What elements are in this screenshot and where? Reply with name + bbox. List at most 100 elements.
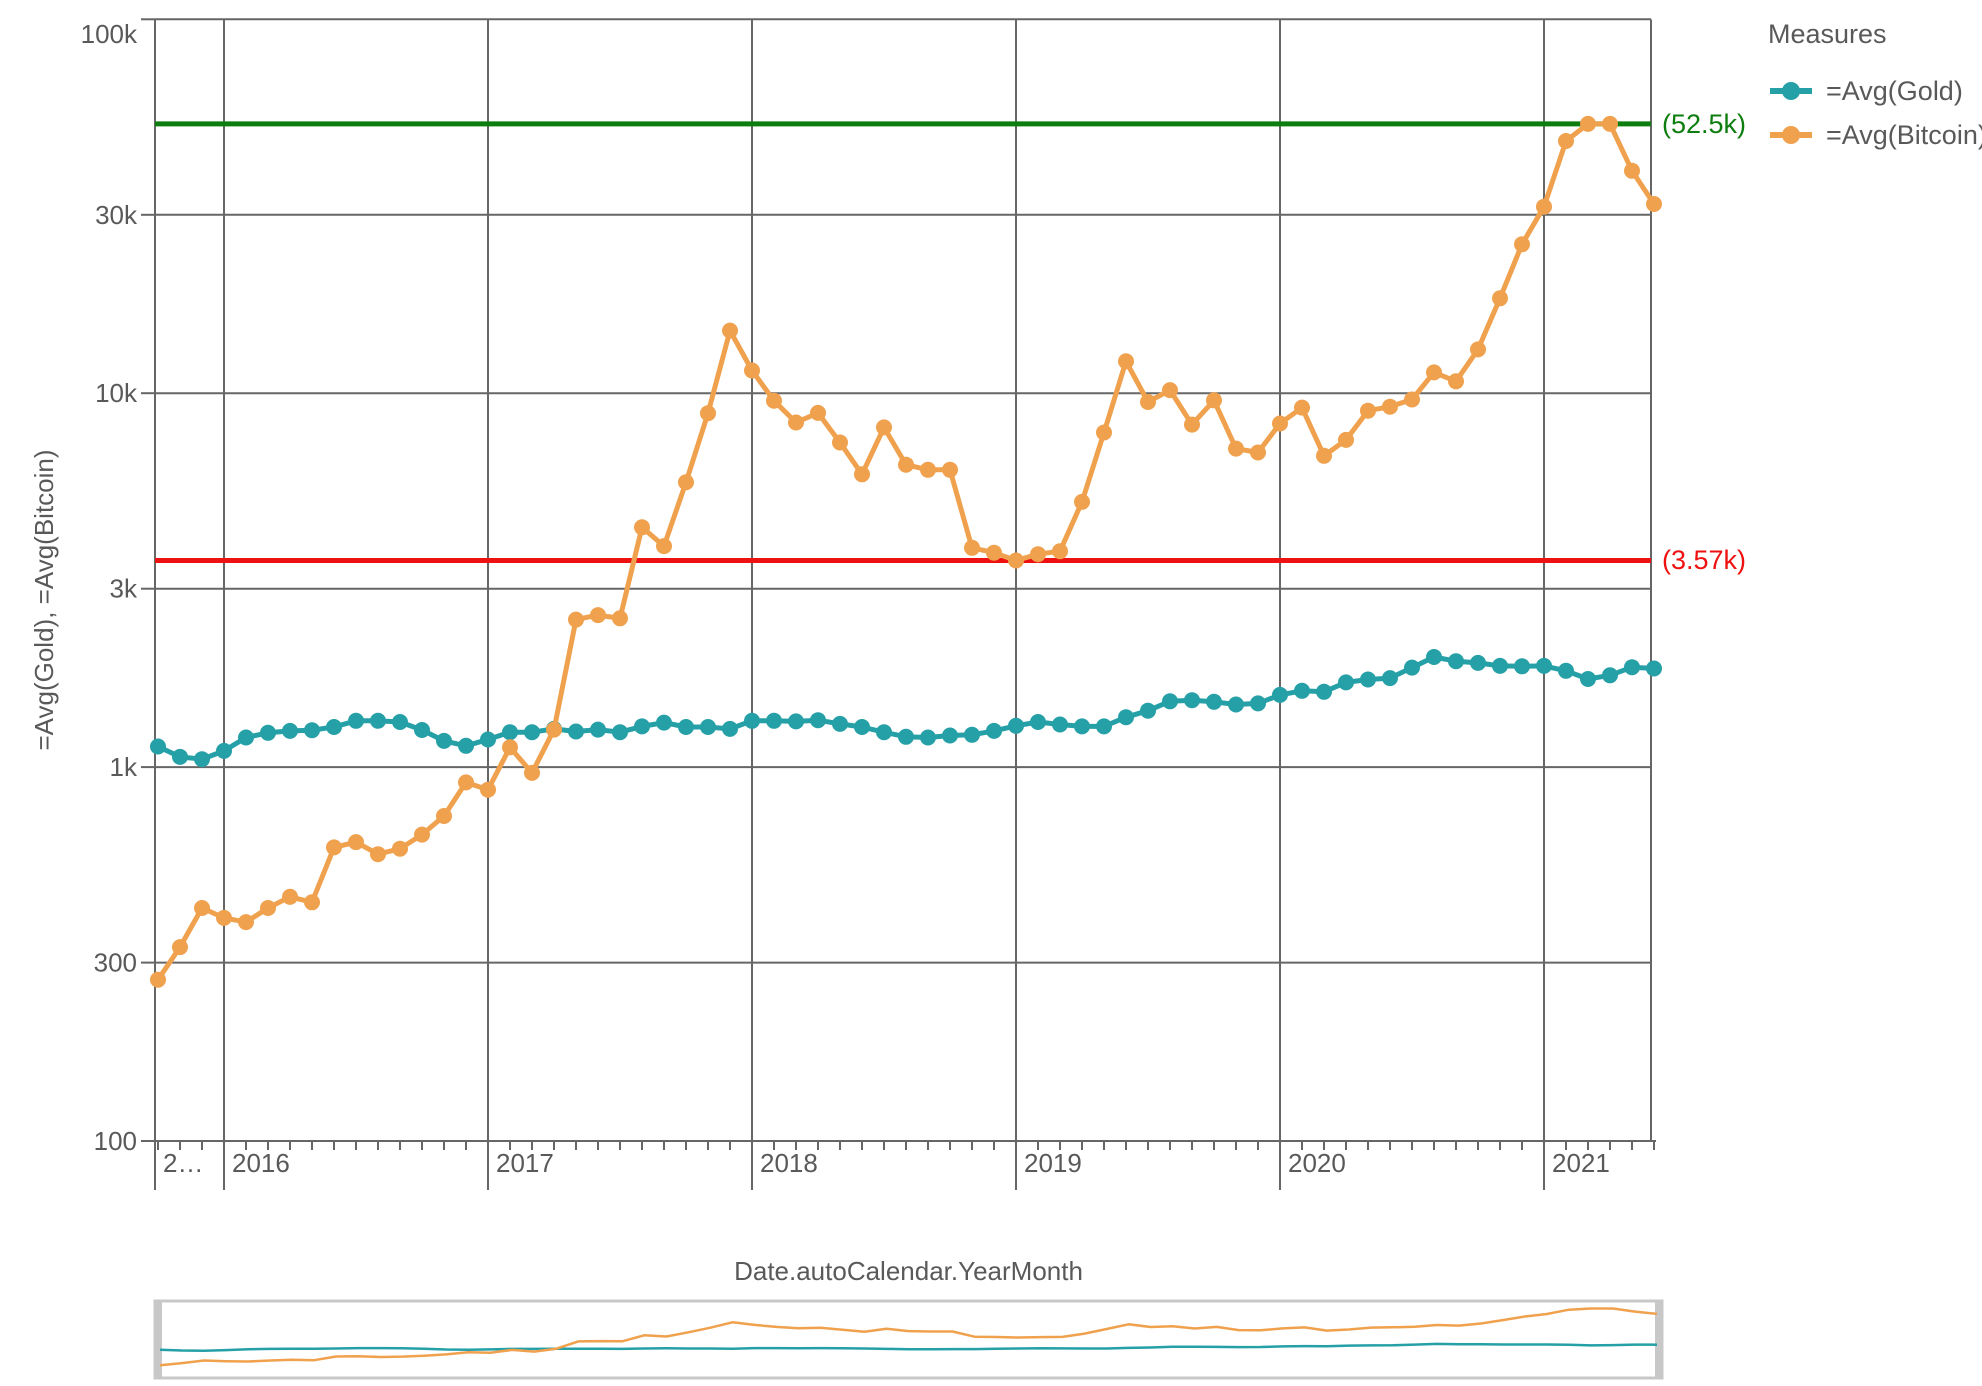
- gold-series-point[interactable]: [700, 719, 716, 735]
- gold-series-point[interactable]: [458, 737, 474, 754]
- gold-series-point[interactable]: [282, 722, 298, 739]
- bitcoin-series-point[interactable]: [920, 461, 936, 478]
- gold-series-point[interactable]: [524, 724, 540, 741]
- gold-series-point[interactable]: [942, 727, 958, 744]
- bitcoin-series-point[interactable]: [1030, 546, 1046, 563]
- gold-series-point[interactable]: [678, 719, 694, 735]
- bitcoin-series-point[interactable]: [282, 888, 298, 905]
- mini-chart-left-handle[interactable]: [155, 1301, 162, 1378]
- bitcoin-series-point[interactable]: [810, 404, 826, 421]
- gold-series-point[interactable]: [766, 712, 782, 729]
- bitcoin-series-point[interactable]: [854, 466, 870, 483]
- gold-series-point[interactable]: [1360, 671, 1376, 688]
- gold-series-point[interactable]: [744, 712, 760, 729]
- gold-series-point[interactable]: [832, 715, 848, 732]
- gold-series-point[interactable]: [898, 728, 914, 745]
- bitcoin-series-point[interactable]: [1228, 440, 1244, 457]
- gold-series-point[interactable]: [1074, 718, 1090, 735]
- bitcoin-series-point[interactable]: [194, 900, 210, 916]
- gold-series-point[interactable]: [1624, 659, 1640, 676]
- gold-series-point[interactable]: [1096, 718, 1112, 735]
- bitcoin-series-point[interactable]: [876, 419, 892, 436]
- bitcoin-series-point[interactable]: [1140, 394, 1156, 410]
- gold-series-point[interactable]: [722, 720, 738, 737]
- gold-series-point[interactable]: [1602, 667, 1618, 684]
- bitcoin-series-point[interactable]: [678, 474, 694, 491]
- gold-series-point[interactable]: [1558, 662, 1574, 679]
- gold-series-point[interactable]: [656, 714, 672, 731]
- gold-series-point[interactable]: [216, 742, 232, 759]
- bitcoin-series-point[interactable]: [1118, 353, 1134, 370]
- bitcoin-series-point[interactable]: [1096, 424, 1112, 441]
- bitcoin-series-point[interactable]: [392, 840, 408, 857]
- bitcoin-series-point[interactable]: [788, 414, 804, 431]
- gold-series-point[interactable]: [1008, 717, 1024, 734]
- gold-series-point[interactable]: [1338, 674, 1354, 691]
- bitcoin-series-point[interactable]: [1404, 391, 1420, 408]
- gold-series-point[interactable]: [480, 731, 496, 748]
- gold-series-point[interactable]: [1492, 657, 1508, 674]
- bitcoin-series-point[interactable]: [502, 739, 518, 756]
- gold-series-point[interactable]: [348, 712, 364, 729]
- mini-chart-right-handle[interactable]: [1655, 1301, 1662, 1378]
- gold-series-point[interactable]: [1470, 654, 1486, 671]
- bitcoin-series-point[interactable]: [1536, 198, 1552, 215]
- bitcoin-series-point[interactable]: [1162, 382, 1178, 399]
- gold-series-point[interactable]: [392, 714, 408, 730]
- gold-series-point[interactable]: [1382, 670, 1398, 687]
- bitcoin-series-point[interactable]: [1206, 392, 1222, 409]
- gold-series-point[interactable]: [1206, 693, 1222, 710]
- gold-series-point[interactable]: [964, 726, 980, 743]
- gold-series-point[interactable]: [370, 712, 386, 729]
- bitcoin-series-point[interactable]: [150, 971, 166, 988]
- bitcoin-series-point[interactable]: [1514, 236, 1530, 253]
- gold-series-point[interactable]: [1448, 653, 1464, 670]
- gold-series-point[interactable]: [810, 712, 826, 729]
- bitcoin-series-point[interactable]: [238, 914, 254, 931]
- gold-series-point[interactable]: [260, 724, 276, 741]
- bitcoin-series-point[interactable]: [1250, 444, 1266, 461]
- gold-series-point[interactable]: [1294, 682, 1310, 699]
- bitcoin-series-point[interactable]: [414, 826, 430, 843]
- gold-series-point[interactable]: [304, 722, 320, 739]
- bitcoin-series-point[interactable]: [546, 721, 562, 738]
- bitcoin-series-point[interactable]: [1184, 416, 1200, 433]
- bitcoin-series-point[interactable]: [1294, 399, 1310, 416]
- bitcoin-series-point[interactable]: [898, 456, 914, 473]
- bitcoin-series-point[interactable]: [590, 607, 606, 624]
- gold-series-point[interactable]: [876, 724, 892, 741]
- gold-series-point[interactable]: [150, 738, 166, 755]
- gold-series-point[interactable]: [1580, 671, 1596, 687]
- gold-series-point[interactable]: [568, 723, 584, 740]
- bitcoin-series-point[interactable]: [1646, 196, 1662, 212]
- bitcoin-series-point[interactable]: [986, 544, 1002, 561]
- gold-series-point[interactable]: [414, 722, 430, 738]
- bitcoin-series-point[interactable]: [722, 322, 738, 339]
- bitcoin-series-point[interactable]: [832, 434, 848, 451]
- bitcoin-series-point[interactable]: [326, 839, 342, 856]
- gold-series-point[interactable]: [1118, 709, 1134, 726]
- gold-series-point[interactable]: [238, 729, 254, 746]
- bitcoin-series-point[interactable]: [436, 808, 452, 824]
- bitcoin-series-point[interactable]: [1426, 364, 1442, 381]
- bitcoin-series-point[interactable]: [1272, 415, 1288, 432]
- gold-series-point[interactable]: [1162, 693, 1178, 710]
- gold-series-point[interactable]: [1426, 649, 1442, 665]
- gold-series-point[interactable]: [326, 719, 342, 735]
- gold-series-point[interactable]: [986, 722, 1002, 739]
- bitcoin-series-point[interactable]: [1052, 543, 1068, 560]
- bitcoin-series-point[interactable]: [1448, 373, 1464, 390]
- bitcoin-series-point[interactable]: [1580, 115, 1596, 132]
- gold-series-point[interactable]: [1228, 696, 1244, 713]
- bitcoin-series-point[interactable]: [744, 362, 760, 379]
- bitcoin-series-point[interactable]: [458, 774, 474, 791]
- bitcoin-series-point[interactable]: [1360, 402, 1376, 419]
- gold-series-point[interactable]: [1514, 658, 1530, 675]
- bitcoin-series-point[interactable]: [216, 909, 232, 926]
- mini-chart-box[interactable]: [153, 1299, 1664, 1380]
- bitcoin-series-point[interactable]: [1602, 115, 1618, 132]
- bitcoin-series-point[interactable]: [766, 392, 782, 409]
- bitcoin-series-point[interactable]: [700, 405, 716, 422]
- gold-series-point[interactable]: [1536, 657, 1552, 674]
- gold-series-point[interactable]: [1646, 660, 1662, 677]
